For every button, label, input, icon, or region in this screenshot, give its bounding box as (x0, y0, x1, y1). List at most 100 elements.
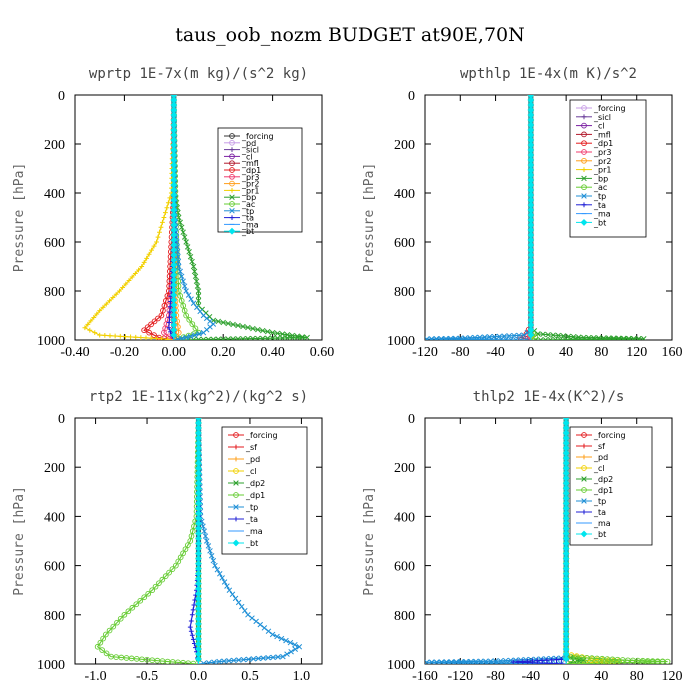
series-point-pr1 (88, 318, 94, 324)
series-point-bp (250, 335, 256, 340)
series-point-ac (186, 316, 193, 323)
series-point-pr1 (149, 247, 154, 253)
series-point-tp (212, 562, 218, 569)
series-point-dp1 (99, 647, 105, 653)
series-point-bp (187, 253, 194, 260)
series-point-tp (190, 300, 197, 307)
legend-marker (581, 114, 587, 120)
series-point-tp (296, 644, 303, 650)
legend-marker (233, 468, 239, 474)
series-point-tp (478, 658, 484, 664)
series-point-dp1 (156, 580, 162, 587)
legend-label: _ma (593, 210, 611, 219)
legend-label: _pr1 (241, 186, 259, 195)
series-point-pr1 (129, 274, 135, 280)
series-point-tp (448, 336, 455, 340)
legend-marker (581, 184, 587, 191)
series-point-tp (473, 336, 480, 340)
series-point-bp (540, 331, 546, 338)
series-point-bt (170, 331, 178, 339)
series-point-tp (516, 332, 522, 339)
series-point-bp (264, 328, 271, 335)
series-point-tp (232, 595, 239, 602)
panel-title: thlp2 1E-4x(K^2)/s (473, 389, 625, 405)
series-point-bp (274, 335, 281, 340)
series-point-pr1 (146, 251, 152, 257)
series-point-tp (503, 337, 509, 340)
series-point-bt (562, 655, 570, 663)
series-point-bp (215, 336, 222, 340)
series-point-dp1 (151, 332, 157, 338)
x-tick-label: -0.20 (110, 345, 139, 360)
legend-entry-ma: _ma (576, 519, 611, 528)
panel-title: rtp2 1E-11x(kg^2)/(kg^2 s) (89, 389, 308, 405)
series-point-tp (483, 660, 490, 664)
series-point-ta (558, 661, 564, 664)
y-tick-label: 600 (394, 560, 415, 575)
y-tick-label: 0 (408, 412, 415, 427)
series-point-bp (220, 336, 226, 340)
legend-entry-sicl: _sicl (576, 113, 611, 122)
series-point-ac (181, 307, 188, 314)
legend-marker (581, 432, 587, 438)
series-point-pr1 (161, 215, 167, 220)
series-point-pr1 (155, 234, 161, 240)
series-point-tp (175, 263, 182, 270)
series-point-tp (175, 336, 181, 340)
series-point-bp (259, 335, 266, 340)
legend-label: _cl (241, 152, 253, 161)
legend-label: _forcing (593, 431, 626, 440)
legend-entry-ta: _ta (576, 201, 606, 210)
y-tick-label: 800 (44, 609, 65, 624)
panel-title: wpthlp 1E-4x(m K)/s^2 (460, 66, 637, 82)
y-tick-label: 400 (394, 187, 415, 202)
series-point-bp (259, 327, 266, 334)
series-point-pr1 (138, 335, 144, 340)
series-bt (195, 418, 202, 664)
series-point-tp (249, 615, 255, 621)
legend-label: _bt (241, 227, 254, 236)
x-tick-label: -40 (522, 669, 541, 684)
series-point-bp (606, 336, 613, 340)
series-point-dp1 (149, 587, 156, 594)
series-point-pr1 (107, 333, 113, 339)
legend-entry-bt: _bt (576, 218, 606, 227)
series-point-ta (530, 660, 535, 664)
series-point-dp1 (146, 329, 152, 336)
legend-marker (233, 456, 239, 462)
legend-entry-cl: _cl (224, 152, 253, 161)
legend-marker (233, 480, 239, 486)
legend-entry-ta: _ta (576, 508, 606, 517)
series-point-ac (183, 312, 190, 319)
x-tick-label: 0 (527, 345, 534, 360)
legend-marker (229, 180, 235, 187)
series-group (94, 418, 303, 664)
x-tick-label: 0.20 (211, 345, 236, 360)
legend-entry-forcing: _forcing (576, 431, 626, 440)
series-point-dp2 (581, 657, 587, 664)
y-tick-label: 1000 (37, 334, 65, 349)
legend-entry-pr1: _pr1 (224, 186, 259, 195)
series-point-pr1 (102, 333, 108, 338)
series-point-pr1 (123, 281, 129, 287)
legend-entry-pr2: _pr2 (224, 180, 259, 189)
series-point-pr1 (117, 288, 122, 294)
series-point-bp (577, 336, 583, 340)
legend-label: _ta (593, 508, 606, 517)
series-point-ta (188, 618, 194, 624)
series-point-bp (611, 336, 618, 340)
x-tick-label: 0.00 (162, 345, 187, 360)
series-point-bp (587, 336, 593, 340)
legend-label: _ac (241, 200, 255, 209)
series-point-bp (235, 336, 241, 340)
x-tick-label: 80 (594, 345, 608, 360)
series-point-bp (235, 322, 241, 329)
series-point-tp (523, 337, 529, 340)
series-point-ac (178, 297, 185, 304)
legend-label: _dp2 (593, 475, 613, 484)
legend-marker (229, 215, 235, 220)
series-point-pr1 (112, 333, 118, 339)
series-point-bp (240, 323, 246, 330)
x-tick-label: -0.5 (136, 669, 158, 684)
series-point-tp (274, 633, 280, 640)
